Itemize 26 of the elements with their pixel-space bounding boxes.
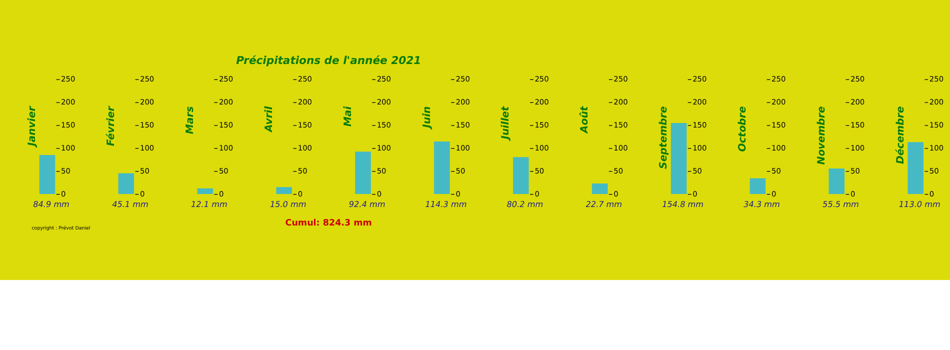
data-label: 55.5 mm [822,198,859,209]
data-label: 22.7 mm [586,198,622,209]
data-label: 45.1 mm [112,198,148,209]
x-tick-label: Septembre [658,106,670,169]
data-label: 84.9 mm [33,198,70,209]
x-tick-label: Août [578,105,591,134]
data-label: 92.4 mm [348,198,386,209]
x-tick-label: Avril [264,106,275,134]
data-label: 80.2 mm [506,198,544,209]
x-tick-label: Mai [342,106,354,127]
data-label: 154.8 mm [662,198,704,209]
data-label: 114.3 mm [425,198,467,209]
x-tick-label: Juin [422,106,433,130]
text: Cumul: 824.3 mm [285,218,372,229]
x-tick-label: Octobre [738,106,749,152]
data-label: 12.1 mm [191,198,228,209]
x-tick-label: Janvier [27,105,38,148]
data-label: 34.3 mm [744,198,780,209]
data-label: 113.0 mm [898,198,940,209]
data-label: 15.0 mm [270,198,306,209]
x-tick-label: Novembre [816,106,828,165]
x-tick-label: Juillet [500,105,512,142]
x-tick-label: Février [105,105,118,146]
text: Précipitations de l'année 2021 [236,54,422,67]
x-tick-label: Mars [184,106,196,134]
x-tick-label: Décembre [894,106,906,164]
